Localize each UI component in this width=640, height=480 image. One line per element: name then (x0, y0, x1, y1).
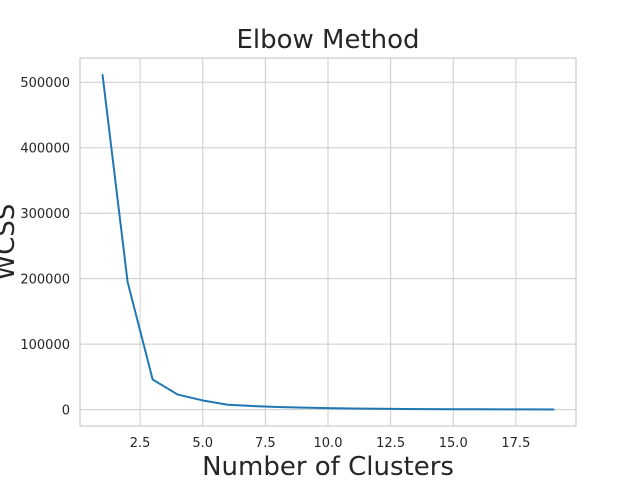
x-tick-labels: 2.5 5.0 7.5 10.0 12.5 15.0 17.5 (130, 436, 531, 451)
series-line (101, 74, 555, 411)
y-axis-label: WCSS (0, 204, 21, 281)
x-tick-label: 10.0 (314, 436, 343, 451)
grid (80, 58, 576, 426)
x-tick-label: 15.0 (439, 436, 468, 451)
chart-title: Elbow Method (236, 25, 419, 55)
y-tick-label: 100000 (20, 338, 70, 353)
x-tick-label: 12.5 (376, 436, 405, 451)
x-tick-label: 5.0 (192, 436, 213, 451)
y-tick-label: 300000 (20, 207, 70, 222)
x-tick-label: 17.5 (501, 436, 530, 451)
y-tick-label: 200000 (20, 273, 70, 288)
x-tick-label: 2.5 (130, 436, 151, 451)
y-tick-labels: 0 100000 200000 300000 400000 500000 (20, 76, 70, 418)
x-axis-label: Number of Clusters (202, 452, 454, 480)
x-tick-label: 7.5 (255, 436, 276, 451)
y-tick-label: 500000 (20, 76, 70, 91)
y-tick-label: 400000 (20, 142, 70, 157)
y-tick-label: 0 (62, 404, 70, 419)
series-layer (101, 74, 555, 411)
plot-frame (79, 57, 577, 427)
